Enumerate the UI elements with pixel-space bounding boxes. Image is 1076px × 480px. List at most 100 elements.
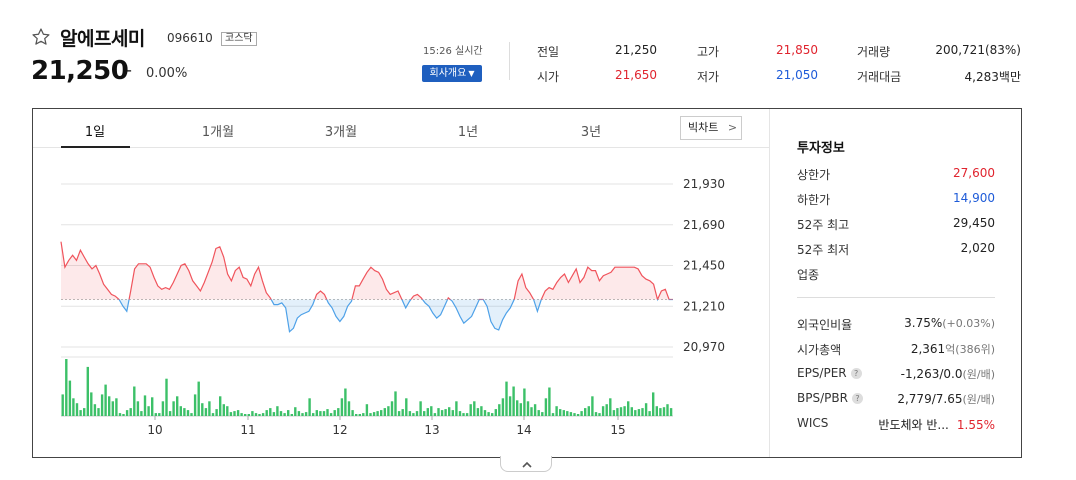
amount-unit: 백만: [998, 70, 1021, 84]
volume-bar: [619, 407, 623, 416]
volume-bar: [508, 396, 512, 416]
volume-bar: [505, 381, 508, 416]
stock-code: 096610: [167, 31, 213, 45]
tab-3month[interactable]: 3개월: [324, 125, 358, 140]
volume-bar: [641, 408, 644, 416]
volume-bar: [272, 412, 276, 416]
volume-bar: [483, 410, 487, 416]
tab-1day[interactable]: 1일: [84, 125, 106, 140]
volume-bar: [125, 410, 129, 416]
tab-1month[interactable]: 1개월: [201, 125, 235, 140]
market-badge: 코스닥: [221, 32, 257, 46]
tab-3year[interactable]: 3년: [580, 125, 602, 140]
y-tick-label: 20,970: [683, 340, 725, 354]
low-label: 저가: [697, 70, 720, 84]
chevron-up-icon: [522, 461, 532, 468]
volume-bar: [68, 380, 72, 416]
volume-bar: [458, 411, 462, 416]
volume-bar: [666, 404, 669, 416]
volume-bar: [580, 411, 583, 416]
x-tick-label: 10: [147, 423, 162, 437]
invest-label-text: WICS: [797, 416, 829, 430]
invest-label: 상한가: [797, 168, 831, 182]
y-tick-label: 21,930: [683, 177, 725, 191]
invest-value-extra: (원/배): [962, 368, 995, 381]
amount-value: 4,283백만: [920, 68, 1021, 85]
active-tab-indicator: [61, 146, 130, 148]
volume-label: 거래량: [857, 45, 891, 59]
volume-bar: [365, 404, 369, 416]
volume-bar: [512, 386, 515, 416]
volume-bar: [598, 413, 601, 416]
volume-bar: [591, 396, 594, 416]
volume-bar: [548, 387, 551, 416]
x-tick-label: 14: [516, 423, 531, 437]
volume-bar: [555, 406, 558, 416]
volume-bar: [390, 401, 394, 416]
volume-bar: [444, 409, 447, 416]
amount-label: 거래대금: [857, 70, 902, 84]
volume-bar: [648, 411, 651, 416]
volume-bar: [201, 403, 204, 416]
volume-bar: [455, 401, 458, 416]
high-label: 고가: [697, 45, 720, 59]
help-icon[interactable]: ?: [851, 393, 863, 404]
volume-bar: [644, 403, 648, 416]
volume-bar: [308, 398, 311, 416]
volume-bar: [523, 388, 526, 416]
volume-bar: [612, 410, 616, 416]
volume-bar: [397, 411, 401, 416]
invest-divider: [797, 297, 995, 298]
bigchart-button[interactable]: 빅차트 >: [680, 116, 742, 140]
volume-bar: [283, 413, 286, 416]
sidebar-divider: [769, 109, 770, 457]
y-tick-label: 21,210: [683, 299, 725, 313]
volume-bar: [115, 398, 118, 416]
volume-bar: [451, 410, 454, 416]
invest-label: 52주 최저: [797, 243, 850, 257]
volume-bar: [172, 401, 175, 416]
volume-bar: [140, 411, 143, 416]
help-icon[interactable]: ?: [850, 368, 862, 379]
volume-bar: [426, 408, 429, 416]
volume-bar: [244, 414, 247, 416]
high-value: 21,850: [776, 43, 818, 57]
volume-value: 200,721(83%): [935, 43, 1021, 57]
volume-bar: [229, 412, 233, 416]
volume-bar: [526, 401, 530, 416]
invest-value: 2,361억(386위): [860, 341, 995, 357]
caret-down-icon: ▼: [468, 69, 475, 78]
favorite-star-icon[interactable]: [31, 27, 51, 47]
volume-bar: [154, 413, 157, 416]
price-line-up: [60, 241, 673, 300]
x-tick-label: 13: [424, 423, 439, 437]
volume-bar: [233, 411, 236, 416]
invest-value: 2,020: [960, 241, 995, 255]
invest-value: 29,450: [953, 216, 995, 230]
volume-bar: [158, 413, 161, 416]
volume-bar: [211, 413, 215, 416]
volume-bar: [616, 408, 619, 416]
volume-bar: [498, 404, 501, 416]
volume-bar: [118, 413, 122, 416]
volume-bar: [448, 407, 451, 416]
volume-bar: [594, 412, 598, 416]
volume-bar: [473, 401, 476, 416]
intraday-chart: 21,930 21,690 21,450 21,210 20,970 10 11 12 13 1…: [60, 177, 725, 437]
invest-label: 시가총액: [797, 341, 841, 358]
volume-bar: [480, 406, 483, 416]
volume-bar: [372, 412, 376, 416]
y-tick-label: 21,690: [683, 218, 725, 232]
tab-1year[interactable]: 1년: [457, 125, 479, 140]
expand-toggle[interactable]: [500, 456, 552, 472]
realtime-label: 15:26 실시간: [423, 46, 483, 57]
invest-value: 반도체와 반... 1.55%: [860, 416, 995, 433]
volume-bar: [369, 413, 372, 416]
volume-bar: [176, 396, 179, 416]
company-overview-button[interactable]: 회사개요 ▼: [422, 65, 482, 82]
volume-bar: [86, 366, 89, 416]
volume-bar: [322, 411, 326, 416]
volume-bar: [544, 398, 548, 416]
volume-bar: [269, 408, 272, 416]
stock-name: 알에프세미: [60, 28, 145, 50]
